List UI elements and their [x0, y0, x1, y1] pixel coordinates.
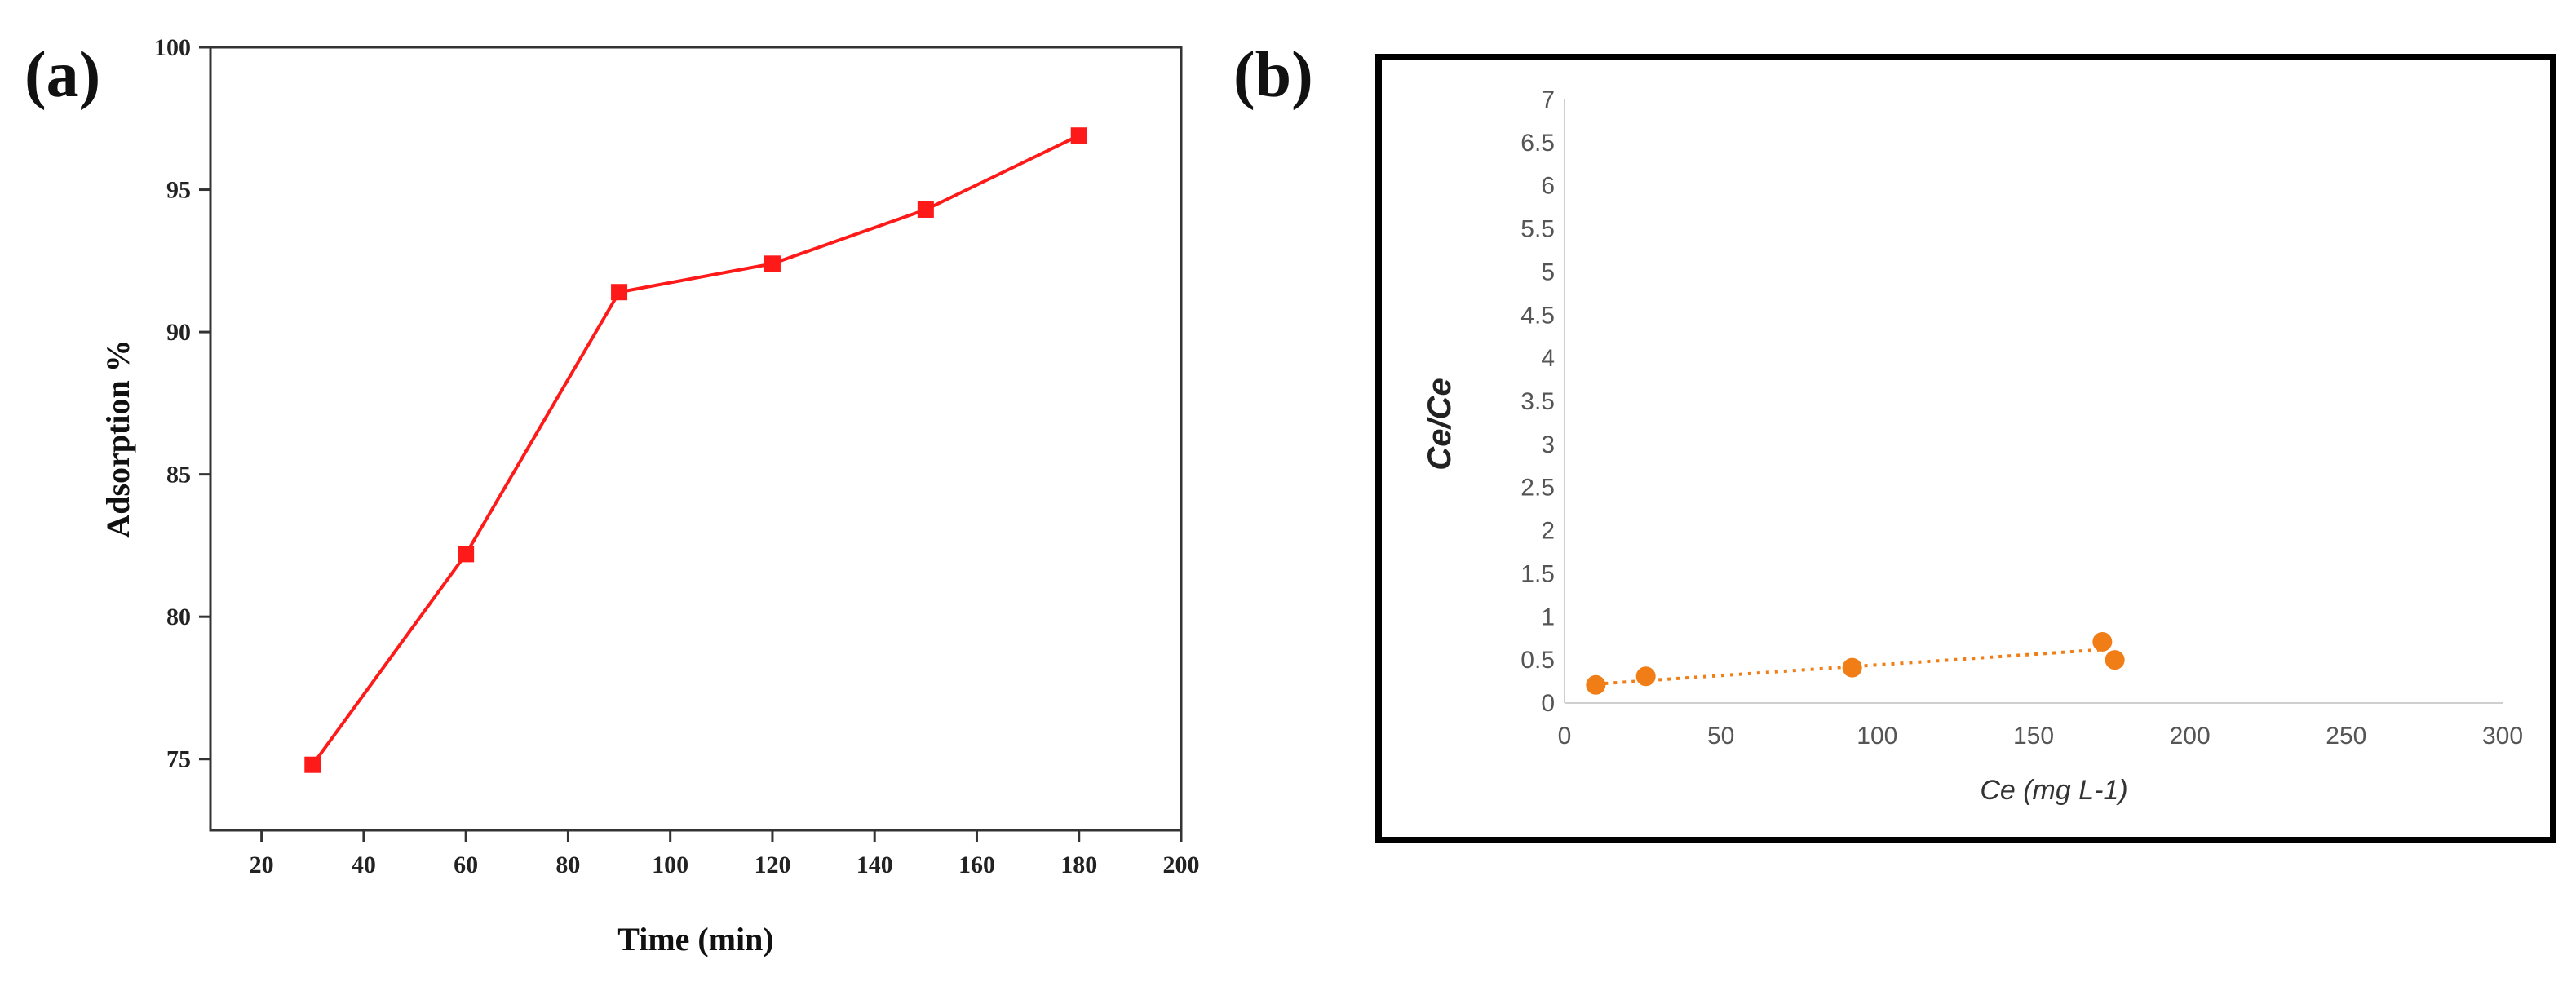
panel-a-x-axis-label: Time (min): [617, 921, 773, 957]
panel-a-x-tick-label: 200: [1163, 851, 1200, 878]
panel-b-y-tick-label: 0: [1541, 690, 1555, 717]
panel-a-data-point: [458, 546, 475, 563]
panel-b-x-tick-label: 50: [1707, 723, 1734, 750]
panel-b-x-tick-label: 150: [2013, 723, 2054, 750]
panel-b-y-tick-label: 2.5: [1520, 475, 1555, 502]
panel-b-x-tick-label: 100: [1857, 723, 1897, 750]
panel-b: (b) 0 50 100 150 200 250 300 0 0.5 1 1.5 2 2.5 3 3.5 4…: [1233, 39, 2556, 843]
panel-b-letter: (b): [1233, 39, 1313, 111]
panel-a-y-tick-label: 80: [166, 604, 191, 630]
panel-b-x-tick-label: 0: [1558, 723, 1572, 750]
panel-a-data-point: [611, 284, 628, 301]
panel-b-y-tick-label: 5: [1541, 259, 1555, 285]
panel-a-y-tick-label: 95: [166, 177, 191, 204]
panel-a-x-tick-label: 60: [454, 851, 478, 878]
panel-b-y-axis-label: Ce/Ce: [1422, 378, 1458, 470]
panel-b-x-ticks: 0 50 100 150 200 250 300: [1558, 723, 2523, 750]
panel-a-data-point: [1070, 127, 1087, 144]
panel-a-x-tick-label: 20: [250, 851, 274, 878]
panel-a-x-tick-label: 140: [856, 851, 893, 878]
panel-b-y-tick-label: 1: [1541, 604, 1555, 630]
panel-a-y-tick-label: 100: [154, 34, 191, 61]
panel-b-outer-frame: [1375, 54, 2556, 843]
panel-a-markers: [304, 127, 1087, 773]
panel-b-y-tick-label: 4.5: [1520, 302, 1555, 329]
panel-b-data-point: [1842, 657, 1862, 678]
panel-b-y-tick-label: 3: [1541, 431, 1555, 458]
panel-b-data-point: [1586, 674, 1606, 695]
panel-b-x-tick-label: 200: [2170, 723, 2211, 750]
panel-b-y-tick-label: 5.5: [1520, 216, 1555, 243]
panel-a-x-tick-label: 100: [652, 851, 688, 878]
panel-b-data-point: [2105, 650, 2125, 670]
panel-b-y-tick-label: 4: [1541, 345, 1555, 372]
panel-a-data-point: [917, 201, 934, 218]
panel-a-y-tick-label: 90: [166, 319, 191, 346]
panel-b-y-tick-label: 0.5: [1520, 647, 1555, 674]
panel-a-x-ticks: 20 40 60 80 100 120 140 160 180 200: [250, 830, 1200, 878]
panel-b-x-tick-label: 250: [2326, 723, 2366, 750]
panel-b-data-point: [1635, 666, 1656, 687]
panel-a-plot-frame: [209, 46, 1183, 832]
panel-a-data-point: [304, 756, 321, 773]
panel-b-y-tick-label: 6: [1541, 173, 1555, 200]
panel-a-letter: (a): [24, 39, 100, 111]
panel-b-markers: [1586, 631, 2125, 695]
panel-a-x-tick-label: 80: [555, 851, 580, 878]
panel-a-series-line: [311, 134, 1080, 766]
panel-b-data-point: [2092, 631, 2113, 652]
panel-a-y-ticks: 75 80 85 90 95 100: [154, 34, 210, 773]
panel-b-y-tick-label: 3.5: [1520, 388, 1555, 415]
panel-b-x-tick-label: 300: [2482, 723, 2523, 750]
panel-a-x-tick-label: 160: [958, 851, 995, 878]
panel-b-x-axis-label: Ce (mg L-1): [1980, 775, 2127, 806]
panel-a-y-tick-label: 85: [166, 462, 191, 489]
panel-a-x-tick-label: 120: [754, 851, 790, 878]
panel-a-y-axis-label: Adsorption %: [100, 339, 136, 537]
panel-a-x-tick-label: 180: [1060, 851, 1097, 878]
panel-b-y-tick-label: 7: [1541, 86, 1555, 113]
panel-b-y-tick-label: 2: [1541, 518, 1555, 545]
panel-a-x-tick-label: 40: [352, 851, 376, 878]
panel-a-y-tick-label: 75: [166, 746, 191, 773]
panel-a-data-point: [764, 255, 781, 272]
panel-a: (a) 20 40 60 80 100 120 140 160 180 200 75 80 85 90 9…: [24, 34, 1200, 957]
panel-b-y-tick-label: 1.5: [1520, 560, 1555, 587]
panel-b-y-tick-label: 6.5: [1520, 130, 1555, 157]
panel-b-y-ticks: 0 0.5 1 1.5 2 2.5 3 3.5 4 4.5 5 5.5 6 6.5 7: [1520, 86, 1555, 717]
